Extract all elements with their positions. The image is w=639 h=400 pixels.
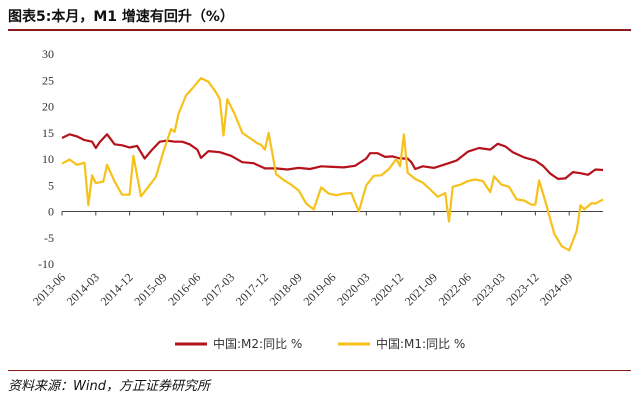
source-note: 资料来源：Wind，方正证券研究所 bbox=[8, 379, 210, 394]
y-tick-label: 20 bbox=[42, 100, 54, 114]
x-tick-label: 2020-12 bbox=[368, 270, 406, 308]
y-tick-label: 10 bbox=[42, 152, 54, 166]
x-tick-label: 2016-06 bbox=[165, 270, 203, 308]
y-tick-label: 0 bbox=[48, 205, 54, 219]
x-tick-label: 2021-09 bbox=[402, 270, 440, 308]
x-tick-label: 2020-03 bbox=[334, 270, 372, 308]
series-line-m2 bbox=[61, 133, 604, 180]
title-divider bbox=[8, 29, 631, 31]
x-tick-label: 2014-03 bbox=[64, 270, 102, 308]
x-tick-label: 2022-06 bbox=[436, 270, 474, 308]
x-tick-label: 2023-12 bbox=[503, 270, 541, 308]
x-tick-label: 2024-09 bbox=[537, 270, 575, 308]
legend-label-m2: 中国:M2:同比 % bbox=[213, 336, 302, 351]
x-tick-label: 2017-12 bbox=[233, 270, 271, 308]
y-tick-label: -10 bbox=[38, 257, 54, 271]
x-tick-label: 2014-12 bbox=[98, 270, 136, 308]
x-tick-label: 2015-09 bbox=[131, 270, 169, 308]
y-tick-label: -5 bbox=[44, 231, 54, 245]
x-tick-label: 2019-06 bbox=[300, 270, 338, 308]
y-tick-label: 30 bbox=[42, 47, 54, 61]
y-tick-label: 25 bbox=[42, 73, 54, 87]
x-tick-label: 2017-03 bbox=[199, 270, 237, 308]
x-tick-label: 2018-09 bbox=[267, 270, 305, 308]
legend-label-m1: 中国:M1:同比 % bbox=[376, 336, 465, 351]
x-tick-label: 2023-03 bbox=[470, 270, 508, 308]
y-tick-label: 15 bbox=[42, 126, 54, 140]
series-line-m1 bbox=[61, 77, 604, 252]
y-tick-label: 5 bbox=[48, 178, 54, 192]
chart-title: 图表5:本月，M1 增速有回升（%） bbox=[8, 9, 234, 25]
x-tick-label: 2013-06 bbox=[30, 270, 68, 308]
source-divider bbox=[8, 370, 631, 371]
